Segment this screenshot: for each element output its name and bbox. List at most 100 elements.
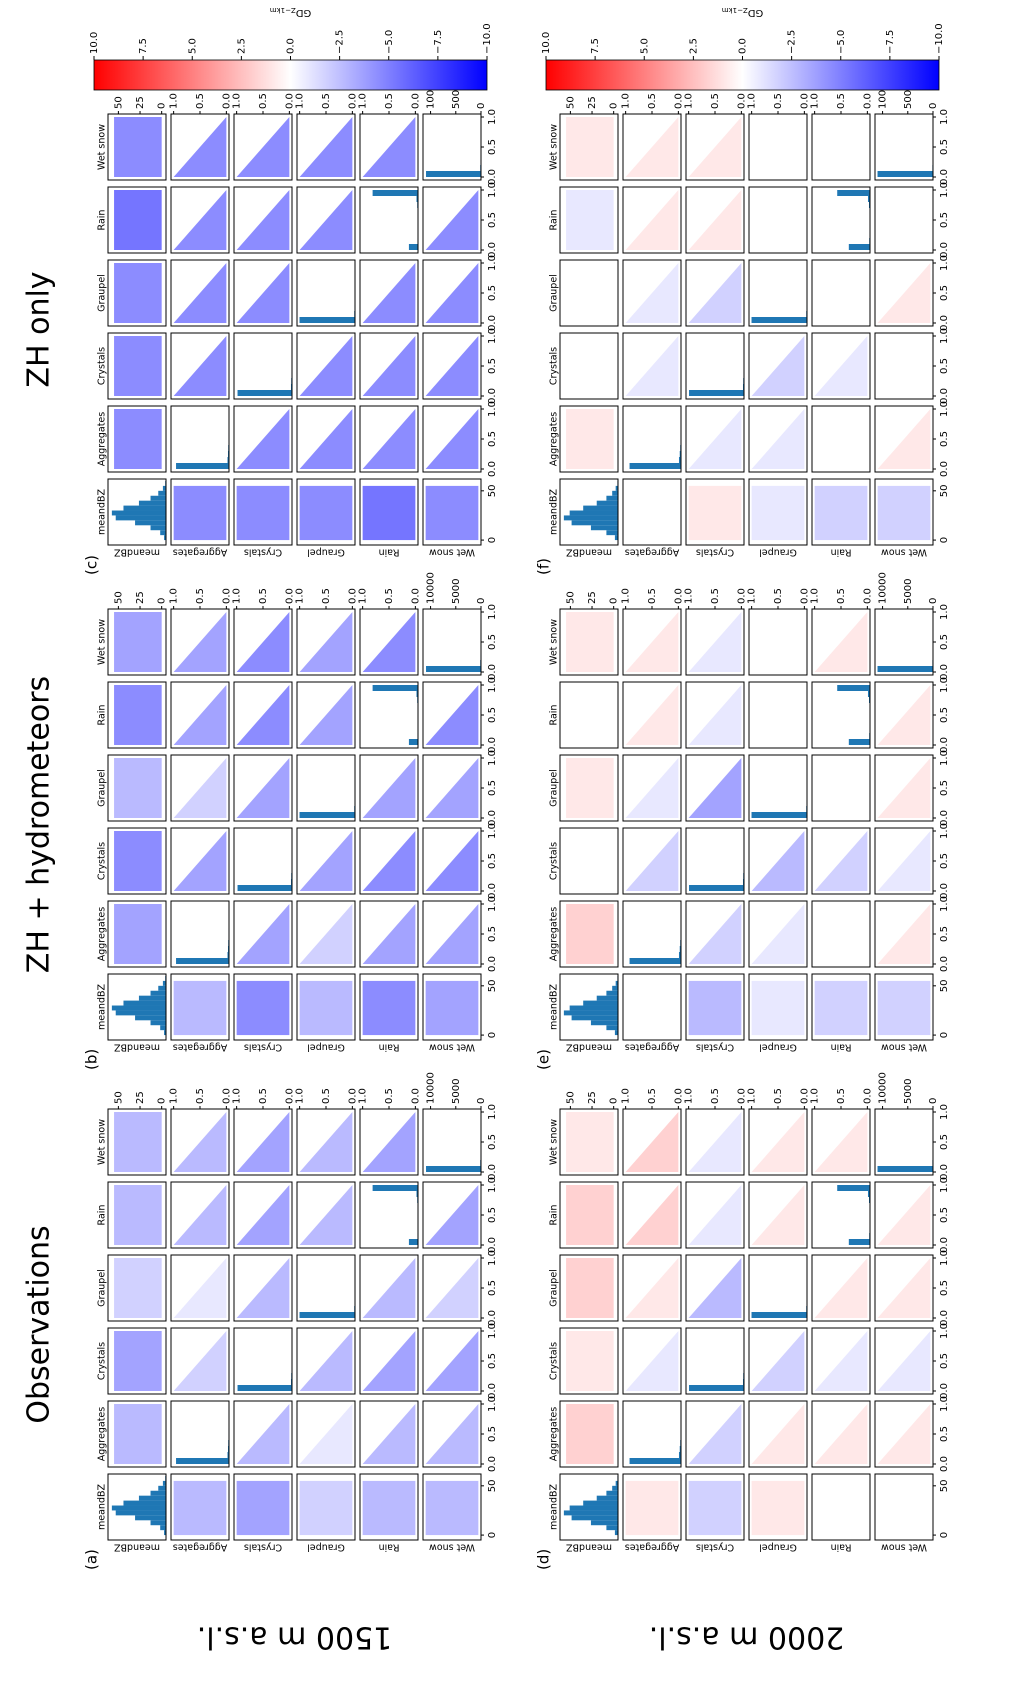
- histogram-bar: [111, 1505, 167, 1511]
- cell-frame: [622, 259, 682, 327]
- heatmap-region: [566, 1112, 614, 1172]
- x-tick-label: 0.5: [939, 212, 950, 228]
- heatmap-region: [362, 1404, 416, 1464]
- column-variable: Wet snow: [549, 124, 560, 170]
- column-variable: Aggregates: [549, 1407, 560, 1462]
- y-tick-label: 50: [565, 591, 576, 604]
- cell-frame: [748, 332, 808, 400]
- cell-frame: [170, 1400, 230, 1468]
- colorbar-title: GDZ−1km: [722, 6, 764, 18]
- heatmap-region: [688, 117, 742, 177]
- column-variable: Rain: [97, 705, 108, 726]
- y-tick-label: 1.0: [232, 93, 243, 109]
- x-tick-label: 1.0: [939, 1323, 950, 1339]
- histogram-bar: [596, 1495, 619, 1501]
- heatmap-region: [688, 904, 742, 964]
- cell-frame: [233, 681, 293, 749]
- heatmap-region: [814, 409, 868, 469]
- x-tick-label: 1.0: [939, 401, 950, 417]
- cell-frame: [170, 681, 230, 749]
- cell-frame: [748, 1181, 808, 1249]
- row-variable: Graupel: [759, 1542, 797, 1553]
- row-variable: Graupel: [759, 547, 797, 558]
- histogram-bar: [115, 1010, 166, 1016]
- row-variable: meandBZ: [566, 547, 612, 558]
- row-variable: Wet snow: [881, 1042, 927, 1053]
- cell-frame: [170, 332, 230, 400]
- histogram-bar: [299, 1312, 355, 1318]
- column-variable: meandBZ: [549, 489, 560, 535]
- column-variable: Wet snow: [97, 619, 108, 665]
- heatmap-region: [566, 1258, 614, 1318]
- y-tick-label: 0.5: [773, 93, 784, 109]
- heatmap-region: [566, 263, 614, 323]
- cell-frame: [107, 1181, 167, 1249]
- heatmap-region: [625, 485, 679, 541]
- heatmap-region: [299, 409, 353, 469]
- heatmap-region: [814, 1404, 868, 1464]
- y-tick-label: 0.0: [347, 93, 358, 109]
- heatmap-region: [625, 336, 679, 396]
- heatmap-region: [751, 980, 805, 1036]
- cell-frame: [622, 827, 682, 895]
- cell-frame: [359, 405, 419, 473]
- y-tick-label: 0.0: [284, 93, 295, 109]
- y-tick-label: 1.0: [169, 1088, 180, 1104]
- y-tick-label: 1.0: [169, 93, 180, 109]
- y-tick-label: 0.0: [799, 1088, 810, 1104]
- cell-frame: [748, 259, 808, 327]
- cell-frame: [685, 259, 745, 327]
- colorbar-tick-label: −7.5: [433, 30, 444, 54]
- cell-frame: [107, 1254, 167, 1322]
- x-tick-label: 1.0: [939, 750, 950, 766]
- x-tick-label: 0.0: [487, 664, 498, 680]
- heatmap-region: [877, 904, 931, 964]
- heatmap-region: [566, 117, 614, 177]
- cell-frame: [685, 973, 745, 1041]
- histogram-bar: [150, 1490, 167, 1496]
- y-tick-label: 0.5: [836, 93, 847, 109]
- x-tick-label: 1.0: [939, 1396, 950, 1412]
- histogram-bar: [867, 1191, 870, 1197]
- cell-frame: [622, 1327, 682, 1395]
- cell-frame: [296, 478, 356, 546]
- cell-frame: [748, 1400, 808, 1468]
- y-tick-label: 25: [135, 1091, 146, 1104]
- heatmap-region: [173, 685, 227, 745]
- histogram-bar: [590, 1520, 619, 1526]
- heatmap-region: [425, 685, 479, 745]
- y-tick-label: 0.5: [258, 588, 269, 604]
- heatmap-region: [173, 485, 227, 541]
- cell-frame: [359, 1254, 419, 1322]
- heatmap-region: [814, 1112, 868, 1172]
- x-tick-label: 0.5: [939, 1353, 950, 1369]
- histogram-bar: [563, 515, 618, 521]
- histogram-bar: [615, 485, 618, 491]
- x-tick-label: 0.0: [939, 315, 950, 331]
- y-tick-label: 0: [476, 1098, 487, 1104]
- cell-frame: [811, 1254, 871, 1322]
- row-label: 2000 m a.s.l.: [649, 1620, 845, 1655]
- heatmap-region: [625, 831, 679, 891]
- cell-frame: [170, 1254, 230, 1322]
- heatmap-region: [236, 612, 290, 672]
- heatmap-region: [299, 685, 353, 745]
- row-variable: Crystals: [696, 1042, 734, 1053]
- y-tick-label: 0.0: [862, 588, 873, 604]
- y-tick-label: 0.5: [773, 588, 784, 604]
- histogram-bar: [590, 1020, 619, 1026]
- heatmap-region: [299, 1185, 353, 1245]
- column-variable: Aggregates: [549, 412, 560, 467]
- histogram-bar: [867, 691, 870, 697]
- column-variable: Crystals: [549, 347, 560, 385]
- heatmap-region: [362, 904, 416, 964]
- cell-frame: [296, 1181, 356, 1249]
- x-tick-label: 0.5: [487, 285, 498, 301]
- x-tick-label: 1.0: [487, 255, 498, 271]
- cell-frame: [107, 478, 167, 546]
- heatmap-region: [814, 1331, 868, 1391]
- histogram-bar: [571, 520, 618, 526]
- y-tick-label: 0.0: [347, 588, 358, 604]
- heatmap-region: [362, 263, 416, 323]
- heatmap-region: [425, 1480, 479, 1536]
